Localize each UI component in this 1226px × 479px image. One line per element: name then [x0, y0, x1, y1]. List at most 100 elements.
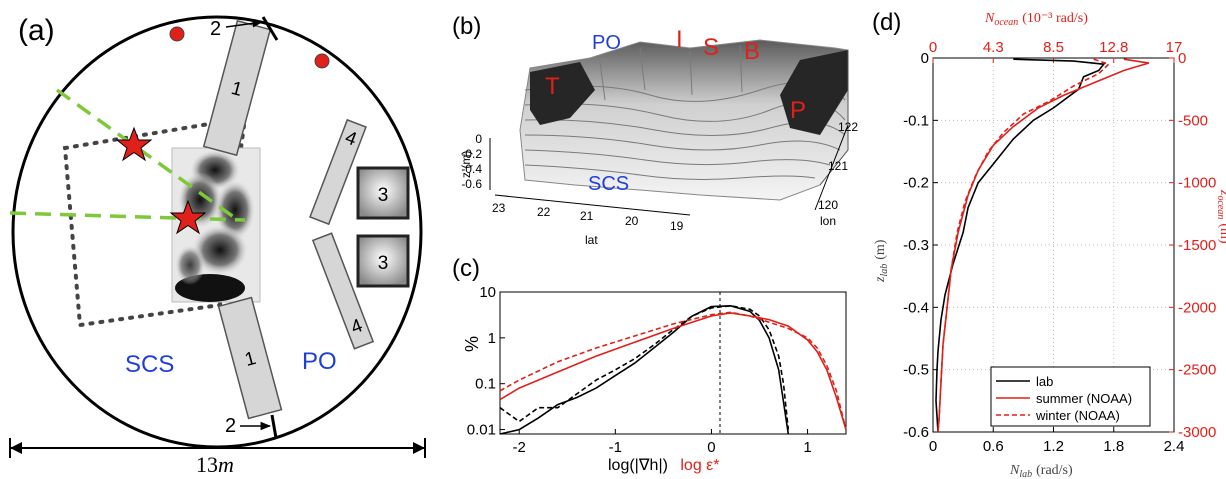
panel-d-right-label: zocean(m) — [1215, 189, 1226, 244]
left-tick-label: -0.4 — [903, 299, 929, 316]
panel-c-ylabel: % — [462, 336, 482, 352]
y-tick-label: 1 — [488, 330, 496, 347]
left-tick-label: -0.1 — [903, 112, 929, 129]
panel-a-label: (a) — [18, 14, 55, 47]
svg-text:3: 3 — [378, 253, 389, 274]
legend-item-winter: winter (NOAA) — [1035, 408, 1120, 423]
panel-c-xlabel: log(|∇h|) log ε* — [608, 457, 720, 474]
y-tick-label: 0.01 — [467, 422, 496, 439]
red-dot-icon — [314, 53, 330, 69]
series-line-2 — [499, 312, 847, 430]
x-label-gradient: log(|∇h|) — [608, 457, 668, 474]
terrain-letter-I: I — [676, 26, 683, 53]
right-tick-label: -500 — [1178, 112, 1208, 129]
series-line-0 — [935, 58, 1106, 433]
lon-axis-label: lon — [820, 214, 836, 228]
panel-d-legend: lab summer (NOAA) winter (NOAA) — [990, 366, 1151, 427]
x-tick-label: 1 — [803, 439, 811, 456]
right-tick-label: -1500 — [1178, 237, 1216, 254]
left-tick-label: -0.6 — [903, 424, 929, 441]
series-line-0 — [499, 304, 790, 435]
bottom-tick-label: 1.2 — [1043, 438, 1064, 455]
panel-d-ticks: 0 0-0.1 -500-0.2 -1000-0.3 -1500-0.4 -2000-0.… — [903, 39, 1216, 455]
panel-d-label: (d) — [872, 9, 901, 36]
block-3-top: 3 — [356, 166, 410, 220]
svg-text:3: 3 — [378, 185, 389, 206]
right-tick-label: 0 — [1178, 50, 1186, 67]
top-tick-label: 12.8 — [1099, 39, 1128, 56]
right-tick-label: -1000 — [1178, 175, 1216, 192]
y-tick-label: 0.1 — [475, 376, 496, 393]
x-tick-label: -1 — [609, 439, 622, 456]
svg-text:-0.2: -0.2 — [461, 147, 482, 161]
panel-a: (a) 1 1 — [9, 14, 426, 477]
legend-item-lab: lab — [1036, 374, 1053, 389]
region-label-scs: SCS — [125, 351, 174, 378]
gate-label-bottom: 2 — [225, 415, 236, 437]
x-tick-label: 0 — [707, 439, 715, 456]
svg-text:23: 23 — [492, 201, 506, 215]
block-4-bottom: 4 — [311, 232, 375, 350]
lat-axis-label: lat — [585, 233, 598, 247]
top-tick-label: 4.3 — [983, 39, 1004, 56]
gate-label-top: 2 — [210, 18, 221, 40]
panel-d-top-label: Nocean (10⁻³ rad/s) — [984, 11, 1088, 28]
panel-d: (d) 0 0-0.1 -500-0.2 -1000-0.3 -1500-0.4 -200… — [872, 9, 1226, 479]
x-tick-label: -2 — [513, 439, 526, 456]
top-tick-label: 0 — [929, 39, 937, 56]
terrain-letter-S: S — [703, 34, 719, 61]
bottom-tick-label: 0 — [929, 438, 937, 455]
gate-top — [261, 16, 279, 41]
panel-c-frame — [499, 291, 847, 435]
svg-text:1: 1 — [229, 78, 245, 101]
panel-c-ticks: 10 1 0.1 0.01 -2 -1 0 1 — [467, 284, 812, 456]
top-tick-label: 8.5 — [1043, 39, 1064, 56]
legend-item-summer: summer (NOAA) — [1036, 391, 1132, 406]
left-tick-label: -0.5 — [903, 362, 929, 379]
left-tick-label: -0.2 — [903, 175, 929, 192]
y-tick-label: 10 — [479, 284, 496, 301]
terrain-shadow-P — [780, 50, 848, 135]
bottom-tick-label: 0.6 — [983, 438, 1004, 455]
top-tick-label: 17 — [1166, 39, 1183, 56]
left-tick-label: 0 — [921, 50, 929, 67]
right-tick-label: -3000 — [1178, 424, 1216, 441]
panel-c: (c) % 10 1 0.1 0.01 -2 -1 0 1 log(|∇h|) log ε* — [452, 255, 847, 474]
block-4-top: 4 — [309, 118, 367, 226]
left-tick-label: -0.3 — [903, 237, 929, 254]
right-tick-label: -2000 — [1178, 299, 1216, 316]
red-star-icon — [169, 199, 207, 235]
terrain-letter-B: B — [744, 38, 760, 65]
red-star-icon — [115, 126, 153, 162]
panel-b: (b) T I S B P PO SCS z (m) 0 -0.2 -0.4 -… — [452, 13, 858, 247]
block-3-bottom: 3 — [356, 234, 410, 288]
svg-text:20: 20 — [625, 214, 639, 228]
terrain-shadow-T — [530, 62, 595, 125]
z-axis-label: z (m) — [459, 151, 473, 178]
svg-text:-0.6: -0.6 — [461, 177, 482, 191]
svg-text:120: 120 — [818, 198, 838, 212]
panel-c-series — [499, 304, 847, 435]
svg-text:121: 121 — [828, 159, 848, 173]
gate-bottom — [270, 414, 278, 439]
transect-line-lower — [9, 211, 246, 222]
scale-label: 13m — [196, 452, 234, 477]
svg-text:0: 0 — [475, 132, 482, 146]
region-label-scs-b: SCS — [588, 173, 629, 195]
svg-text:122: 122 — [838, 120, 858, 134]
terrain-letter-P: P — [790, 97, 806, 124]
svg-text:1: 1 — [243, 348, 259, 371]
panel-b-label: (b) — [452, 13, 481, 40]
panel-d-bottom-label: Nlab (rad/s) — [1009, 463, 1073, 479]
svg-text:19: 19 — [670, 219, 684, 233]
block-1-bottom: 1 — [217, 296, 283, 420]
svg-text:-0.4: -0.4 — [461, 162, 482, 176]
region-label-po: PO — [302, 348, 337, 375]
transect-line-upper — [55, 88, 237, 220]
right-tick-label: -2500 — [1178, 362, 1216, 379]
region-label-po-b: PO — [592, 32, 621, 54]
series-line-1 — [499, 304, 790, 430]
svg-text:21: 21 — [580, 209, 594, 223]
arrow-icon — [225, 19, 264, 28]
